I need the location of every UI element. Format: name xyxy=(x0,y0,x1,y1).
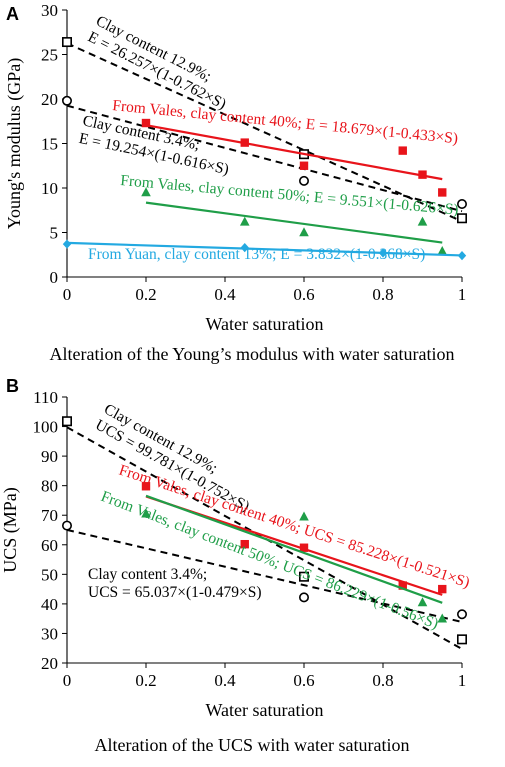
y-tick-label: 80 xyxy=(41,477,58,496)
chart-panel-b: B 20 30 40 50 60 70 80 90 100 110 0 0.2 0.4 0.6 0.8 1 Wat… xyxy=(0,376,472,755)
y-axis-title: UCS (MPa) xyxy=(0,487,21,573)
x-tick-label: 0.2 xyxy=(135,285,156,304)
data-point xyxy=(240,138,249,147)
fit-line xyxy=(145,201,443,244)
y-tick-label: 40 xyxy=(41,595,58,614)
fit-equation-label: From Vales, clay content 50%; E = 9.551×… xyxy=(120,172,460,219)
x-tick-label: 0.4 xyxy=(214,285,236,304)
chart-panel-a: A 0 5 10 15 20 25 30 0 0.2 0.4 0.6 0.8 1 Water saturat… xyxy=(4,1,467,364)
fit-equation-text: From Yuan, clay content 13%; E = 3.832×(… xyxy=(88,246,425,263)
data-point xyxy=(299,227,309,237)
y-tick-label: 30 xyxy=(41,624,58,643)
x-tick-label: 0.6 xyxy=(293,285,314,304)
data-point xyxy=(438,584,447,594)
data-point xyxy=(417,216,428,226)
data-point xyxy=(61,95,72,106)
series-4: From Yuan, clay content 13%; E = 3.832×(… xyxy=(62,239,467,263)
data-point xyxy=(141,482,151,491)
fit-line xyxy=(66,104,463,213)
figure-caption: Alteration of the UCS with water saturat… xyxy=(95,735,410,755)
y-tick-label: 100 xyxy=(33,418,59,437)
data-point xyxy=(398,581,407,590)
fit-line xyxy=(66,241,463,257)
data-point xyxy=(239,216,250,226)
fit-equation-label: Clay content 12.9%;E = 26.257×(1-0.762×S… xyxy=(85,12,229,113)
y-tick-label: 0 xyxy=(50,268,59,287)
series-1: Clay content 3.4%;UCS = 65.037×(1-0.479×… xyxy=(61,520,467,623)
data-point xyxy=(417,597,428,607)
data-point xyxy=(61,416,72,427)
x-tick-label: 0.4 xyxy=(214,671,236,690)
data-point xyxy=(299,161,309,170)
panel-label: A xyxy=(6,4,19,24)
y-tick-label: 5 xyxy=(50,224,59,243)
x-tick-label: 0.8 xyxy=(372,285,393,304)
data-point xyxy=(298,571,309,582)
fit-equation-label: From Yuan, clay content 13%; E = 3.832×(… xyxy=(88,246,425,263)
y-tick-label: 25 xyxy=(41,46,58,65)
y-tick-label: 90 xyxy=(41,447,58,466)
fit-equation-text: UCS = 65.037×(1-0.479×S) xyxy=(88,584,261,601)
fit-line xyxy=(145,124,443,181)
data-point xyxy=(457,251,467,261)
data-point xyxy=(456,199,467,210)
data-point xyxy=(298,592,309,603)
y-tick-label: 20 xyxy=(41,90,58,109)
data-point xyxy=(299,511,309,521)
x-tick-label: 0 xyxy=(63,285,72,304)
fit-line xyxy=(145,494,443,604)
y-tick-label: 50 xyxy=(41,565,58,584)
data-point xyxy=(456,213,467,224)
data-point xyxy=(298,175,309,186)
x-tick-label: 1 xyxy=(458,285,467,304)
y-tick-label: 30 xyxy=(41,1,58,20)
data-point xyxy=(62,239,72,249)
y-axis-title: Young's modulus (GPa) xyxy=(4,58,25,229)
data-point xyxy=(456,634,467,645)
data-point xyxy=(437,613,448,623)
data-point xyxy=(240,243,249,253)
x-tick-label: 1 xyxy=(458,671,467,690)
data-point xyxy=(141,187,151,197)
fit-line xyxy=(66,42,463,223)
data-point xyxy=(418,170,427,179)
data-point xyxy=(299,543,309,552)
y-tick-label: 110 xyxy=(33,388,58,407)
fit-equation-label: Clay content 3.4%;UCS = 65.037×(1-0.479×… xyxy=(88,566,261,601)
fit-line xyxy=(66,426,463,650)
panel-label: B xyxy=(6,376,19,396)
series-3: From Vales, clay content 50%; E = 9.551×… xyxy=(120,172,460,255)
x-axis-title: Water saturation xyxy=(205,700,323,720)
y-tick-label: 10 xyxy=(41,179,58,198)
data-point xyxy=(61,37,72,48)
y-tick-label: 15 xyxy=(41,135,58,154)
data-point xyxy=(437,245,448,255)
data-point xyxy=(438,188,447,197)
fit-line xyxy=(66,528,463,623)
x-tick-label: 0 xyxy=(63,671,72,690)
y-tick-label: 70 xyxy=(41,506,58,525)
data-point xyxy=(61,520,72,531)
y-tick-label: 20 xyxy=(41,654,58,673)
x-axis-title: Water saturation xyxy=(205,314,323,334)
data-point xyxy=(141,508,151,518)
figure-caption: Alteration of the Young’s modulus with w… xyxy=(50,344,455,364)
x-tick-label: 0.6 xyxy=(293,671,314,690)
data-point xyxy=(378,248,388,258)
data-point xyxy=(456,609,467,620)
fit-equation-text: Clay content 3.4%; xyxy=(88,566,207,583)
fit-equation-text: From Vales, clay content 50%; E = 9.551×… xyxy=(120,172,460,219)
data-point xyxy=(240,539,249,549)
data-point xyxy=(141,118,151,128)
y-tick-label: 60 xyxy=(41,536,58,555)
x-tick-label: 0.8 xyxy=(372,671,393,690)
x-tick-label: 0.2 xyxy=(135,671,156,690)
data-point xyxy=(398,146,407,155)
